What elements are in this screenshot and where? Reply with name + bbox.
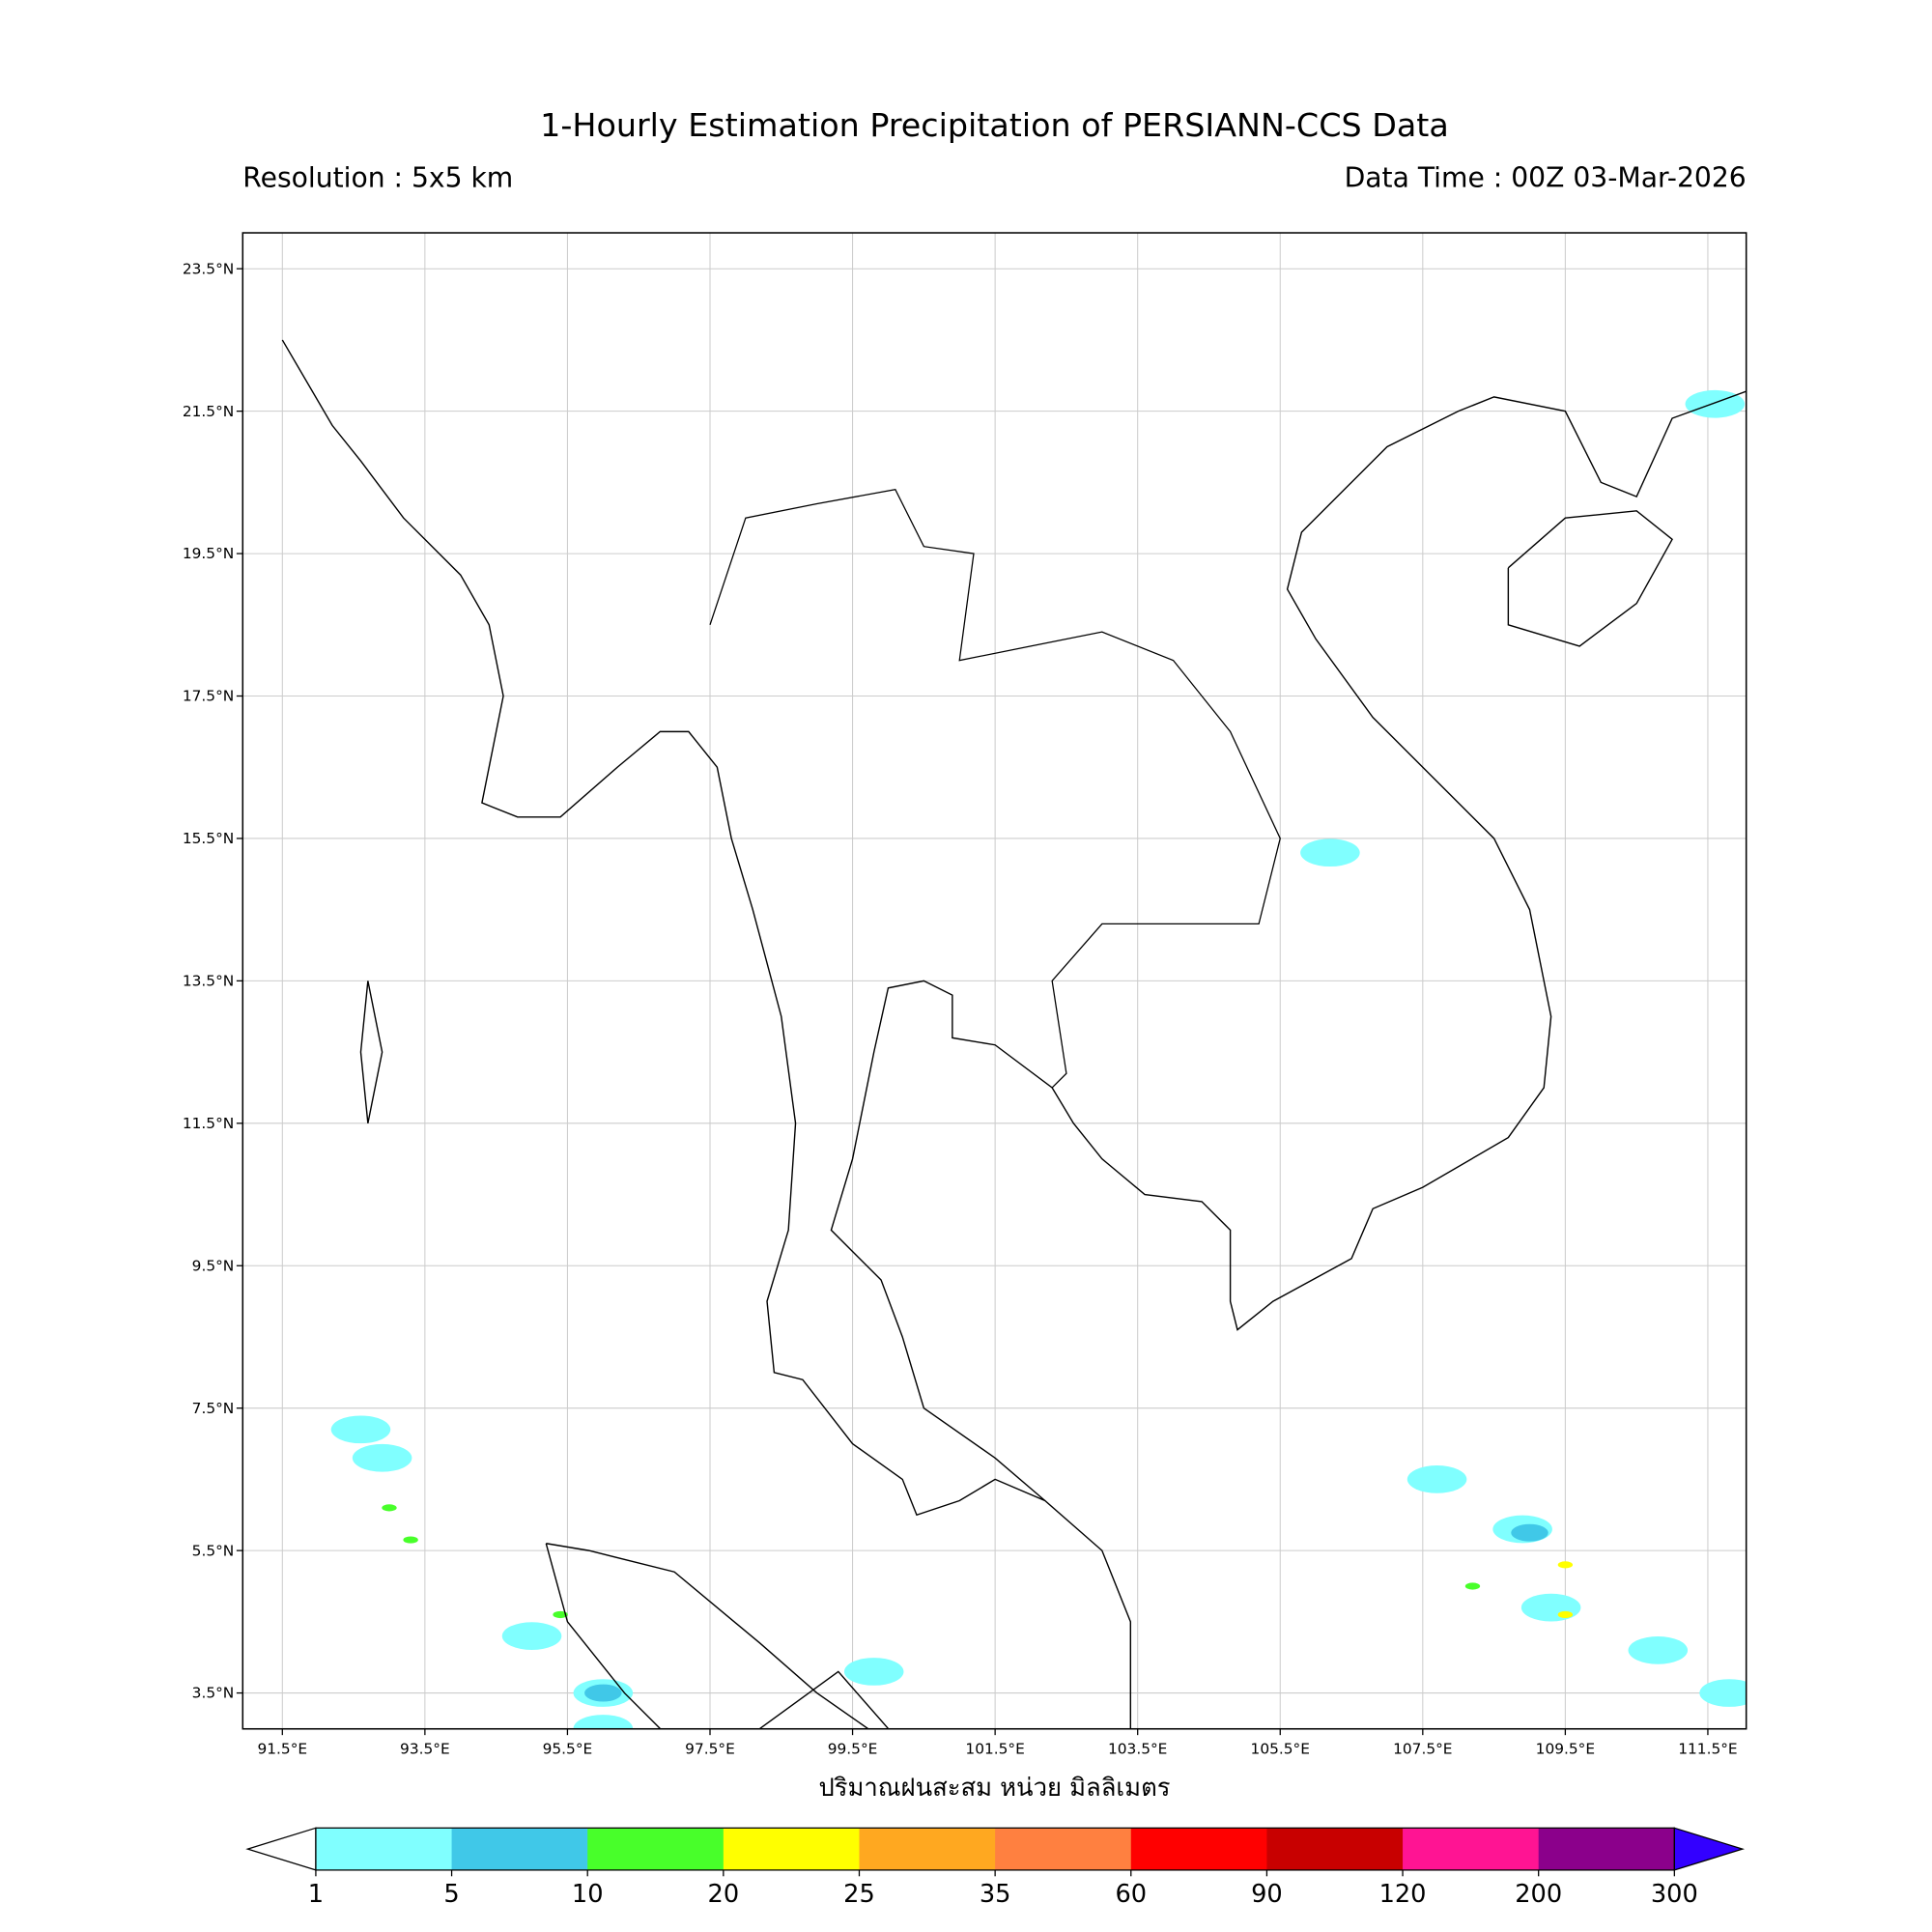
lat-tick-label: 19.5°N — [183, 545, 234, 562]
map-title: 1-Hourly Estimation Precipitation of PER… — [540, 106, 1449, 144]
rain-cell — [1464, 1582, 1481, 1590]
lat-tick-label: 7.5°N — [192, 1400, 235, 1417]
lat-tick-label: 13.5°N — [183, 973, 234, 990]
lon-tick-label: 111.5°E — [1678, 1740, 1737, 1757]
colorbar-tick-label: 90 — [1251, 1880, 1283, 1909]
colorbar-tick-label: 120 — [1379, 1880, 1427, 1909]
lon-tick-label: 99.5°E — [828, 1740, 878, 1757]
lon-tick-label: 107.5°E — [1393, 1740, 1452, 1757]
colorbar-under-triangle — [245, 1827, 317, 1871]
rain-cell — [1520, 1593, 1581, 1622]
colorbar-tick-label: 25 — [843, 1880, 875, 1909]
colorbar-tick-label: 300 — [1651, 1880, 1698, 1909]
lat-tick-label: 23.5°N — [183, 260, 234, 277]
colorbar-segment — [1403, 1828, 1540, 1870]
colorbar-segment — [995, 1828, 1132, 1870]
lat-tick-label: 17.5°N — [183, 688, 234, 705]
colorbar-tick-label: 5 — [443, 1880, 459, 1909]
axis-ticks: 91.5°E 93.5°E 95.5°E 97.5°E 99.5°E 101.5°E 103… — [183, 260, 1738, 1757]
gridlines — [242, 233, 1747, 1729]
rain-cell — [330, 1415, 391, 1444]
lon-tick-label: 91.5°E — [257, 1740, 307, 1757]
rain-cell — [843, 1658, 904, 1686]
colorbar-tick-label: 200 — [1515, 1880, 1562, 1909]
coastline — [830, 390, 1747, 1502]
lat-tick-label: 5.5°N — [192, 1542, 235, 1559]
coastline — [546, 1543, 870, 1729]
colorbar-segment — [859, 1828, 996, 1870]
rain-cell — [352, 1443, 412, 1472]
rain-cell — [1699, 1679, 1747, 1707]
colorbar-tick-label: 20 — [708, 1880, 740, 1909]
coastline — [759, 1670, 889, 1729]
lat-tick-label: 21.5°N — [183, 403, 234, 420]
lon-tick-label: 101.5°E — [965, 1740, 1024, 1757]
coastline — [359, 980, 384, 1123]
colorbar-tick-label: 60 — [1115, 1880, 1147, 1909]
colorbar-segment — [1130, 1828, 1268, 1870]
coastline — [545, 1543, 662, 1729]
lat-tick-label: 9.5°N — [192, 1257, 235, 1274]
rain-cell — [382, 1504, 397, 1512]
colorbar-over-triangle — [1673, 1827, 1746, 1871]
lat-tick-label: 15.5°N — [183, 830, 234, 847]
lon-tick-label: 103.5°E — [1108, 1740, 1167, 1757]
rain-cell — [1557, 1610, 1574, 1619]
coastline — [281, 339, 1132, 1729]
lon-tick-label: 105.5°E — [1251, 1740, 1310, 1757]
lon-tick-label: 97.5°E — [685, 1740, 735, 1757]
colorbar-tick-label: 35 — [980, 1880, 1011, 1909]
rain-cell — [573, 1715, 634, 1729]
colorbar-segment — [723, 1828, 861, 1870]
resolution-label: Resolution : 5x5 km — [242, 162, 513, 194]
colorbar-segment — [451, 1828, 588, 1870]
rain-cell — [1685, 389, 1746, 418]
rain-cell — [501, 1622, 562, 1650]
data-time-label: Data Time : 00Z 03-Mar-2026 — [1345, 162, 1747, 194]
colorbar-segment — [1538, 1828, 1675, 1870]
rain-cell — [1406, 1465, 1467, 1493]
rain-cell — [1300, 838, 1360, 867]
colorbar-tick-label: 1 — [308, 1880, 324, 1909]
coastline — [1507, 510, 1673, 647]
colorbar-segment — [587, 1828, 724, 1870]
colorbar-tick-label: 10 — [572, 1880, 604, 1909]
colorbar-segment — [1266, 1828, 1404, 1870]
lon-tick-label: 93.5°E — [400, 1740, 450, 1757]
coastlines — [281, 339, 1747, 1729]
rain-layer — [330, 389, 1747, 1729]
lat-tick-label: 11.5°N — [183, 1115, 234, 1132]
lon-tick-label: 109.5°E — [1536, 1740, 1595, 1757]
thailand-border — [709, 489, 1281, 1089]
colorbar-segment — [315, 1828, 453, 1870]
rain-cell — [1511, 1523, 1548, 1542]
lat-tick-label: 3.5°N — [192, 1685, 235, 1702]
map-area — [242, 233, 1747, 1729]
colorbar-label: ปริมาณฝนสะสม หน่วย มิลลิเมตร — [818, 1774, 1170, 1803]
lon-tick-label: 95.5°E — [543, 1740, 593, 1757]
rain-cell — [403, 1536, 418, 1544]
rain-cell — [584, 1684, 622, 1702]
rain-cell — [1557, 1561, 1574, 1569]
colorbar: 1 5 10 20 25 35 60 90 120 200 300 — [245, 1827, 1746, 1909]
rain-cell — [1628, 1635, 1689, 1664]
rain-cell — [553, 1610, 568, 1619]
